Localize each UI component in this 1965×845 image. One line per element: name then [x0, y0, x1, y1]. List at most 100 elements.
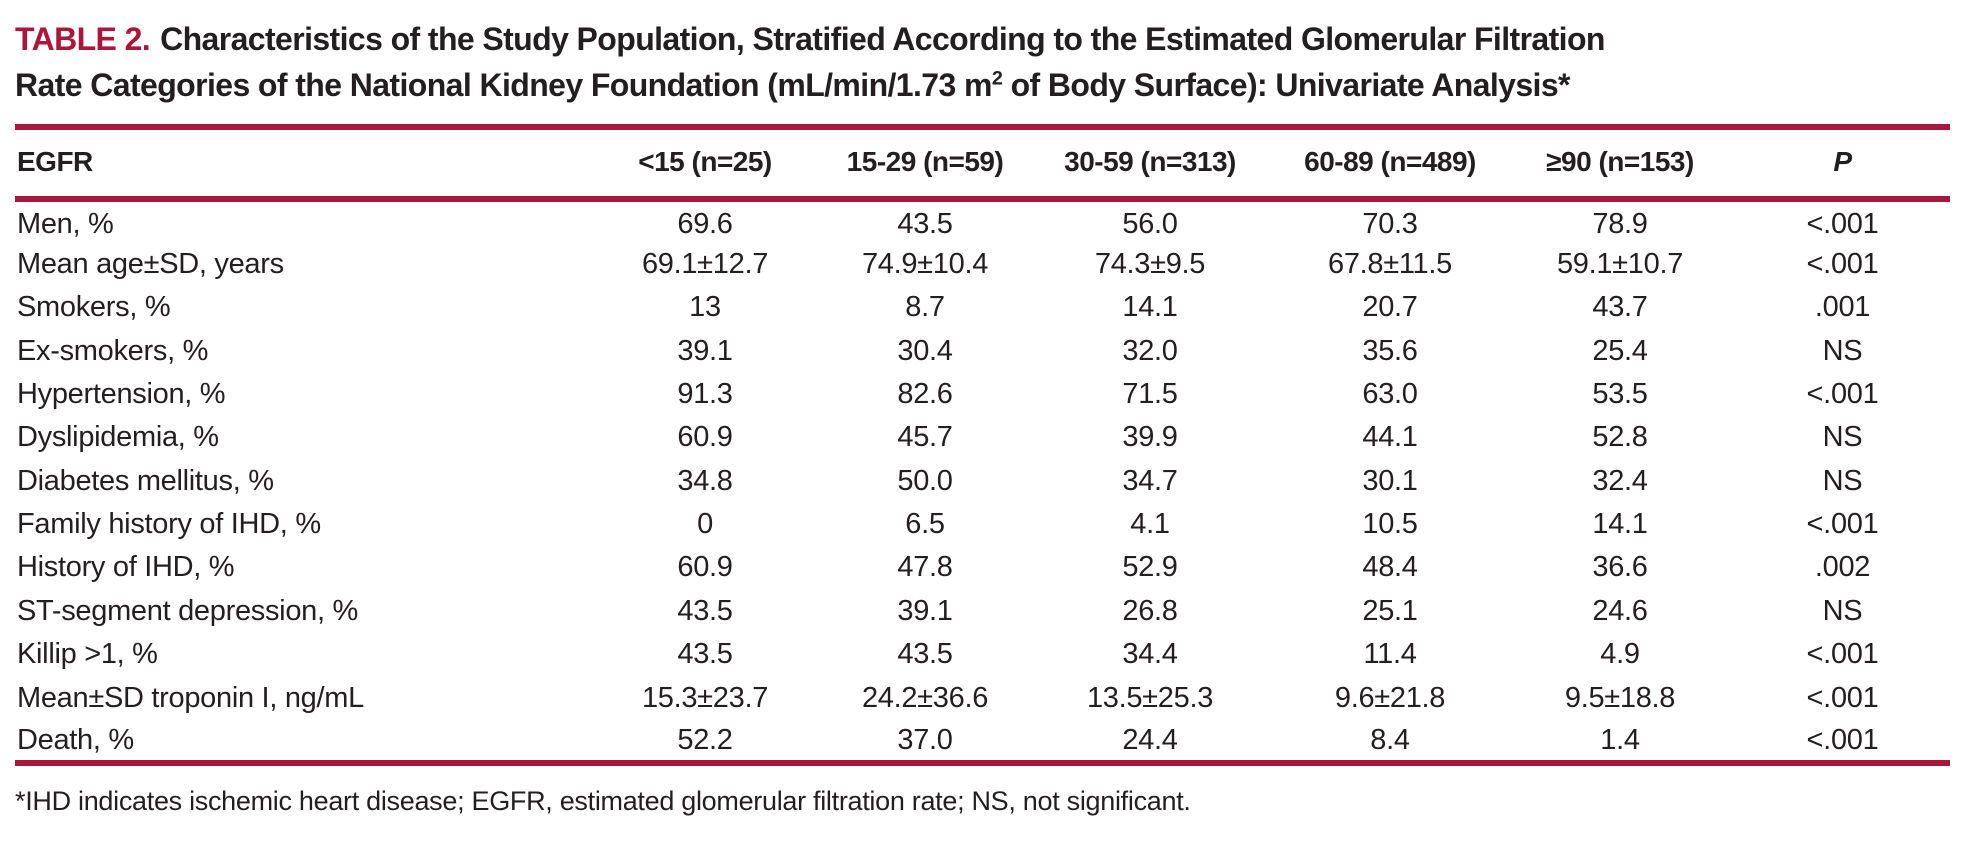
table-row: Mean±SD troponin I, ng/mL 15.3±23.7 24.2±3… — [15, 676, 1950, 719]
table-row: Hypertension, % 91.3 82.6 71.5 63.0 53.5 <.001 — [15, 373, 1950, 416]
table-row: Smokers, % 13 8.7 14.1 20.7 43.7 .001 — [15, 286, 1950, 329]
column-header-ge90: ≥90 (n=153) — [1505, 124, 1735, 203]
table-row: Death, % 52.2 37.0 24.4 8.4 1.4 <.001 — [15, 719, 1950, 767]
cell-value: 52.8 — [1592, 421, 1648, 454]
cell-value: 30.4 — [897, 334, 953, 367]
cell-value: <.001 — [1806, 638, 1879, 671]
table-title: TABLE 2. Characteristics of the Study Pop… — [15, 16, 1950, 108]
cell-value: 52.2 — [585, 719, 825, 767]
table-header: EGFR <15 (n=25) 15-29 (n=59) 30-59 (n=31… — [15, 124, 1950, 203]
cell-value: 69.1±12.7 — [641, 247, 769, 280]
row-label: ST-segment depression, % — [17, 594, 358, 627]
cell-value: .001 — [1814, 291, 1871, 324]
cell-value: 60.9 — [677, 551, 733, 584]
data-table: EGFR <15 (n=25) 15-29 (n=59) 30-59 (n=31… — [15, 124, 1950, 767]
cell-value: 43.5 — [897, 638, 953, 671]
cell-value: 8.4 — [1275, 719, 1505, 767]
cell-value: NS — [1822, 421, 1863, 454]
cell-value: NS — [1822, 464, 1863, 497]
row-label: Hypertension, % — [17, 377, 226, 410]
cell-value: 1.4 — [1505, 719, 1735, 767]
table-row: Ex-smokers, % 39.1 30.4 32.0 35.6 25.4 NS — [15, 329, 1950, 372]
cell-value: 70.3 — [1362, 207, 1418, 240]
cell-value: 34.7 — [1122, 464, 1178, 497]
row-label: Diabetes mellitus, % — [17, 464, 274, 497]
cell-value: 26.8 — [1122, 594, 1178, 627]
cell-value: 74.3±9.5 — [1094, 247, 1206, 280]
cell-value: 4.9 — [1600, 638, 1640, 671]
cell-value: 13 — [689, 291, 721, 324]
cell-value: 14.1 — [1592, 508, 1648, 541]
cell-value: 24.2±36.6 — [861, 681, 989, 714]
cell-value: 71.5 — [1122, 377, 1178, 410]
table-row: Men, % 69.6 43.5 56.0 70.3 78.9 <.001 — [15, 199, 1950, 242]
cell-value: 74.9±10.4 — [861, 247, 989, 280]
cell-value: 63.0 — [1362, 377, 1418, 410]
cell-value: 37.0 — [825, 719, 1025, 767]
row-label: Mean age±SD, years — [17, 247, 284, 280]
cell-value: 35.6 — [1362, 334, 1418, 367]
column-header-p: P — [1735, 124, 1950, 203]
cell-value: 52.9 — [1122, 551, 1178, 584]
cell-value: 39.9 — [1122, 421, 1178, 454]
column-header-30-59: 30-59 (n=313) — [1025, 124, 1275, 203]
cell-value: 48.4 — [1362, 551, 1418, 584]
cell-value: <.001 — [1806, 377, 1879, 410]
table-row: Family history of IHD, % 0 6.5 4.1 10.5 14.1 <… — [15, 503, 1950, 546]
journal-table-figure: TABLE 2. Characteristics of the Study Pop… — [15, 16, 1950, 817]
row-label: Death, % — [15, 719, 585, 767]
cell-value: 43.5 — [677, 594, 733, 627]
column-header-egfr: EGFR — [15, 124, 585, 203]
cell-value: <.001 — [1806, 681, 1879, 714]
cell-value: 67.8±11.5 — [1328, 247, 1452, 280]
cell-value: 60.9 — [677, 421, 733, 454]
cell-value: 25.1 — [1362, 594, 1418, 627]
title-line2-post: of Body Surface): Univariate Analysis* — [1002, 67, 1571, 104]
cell-value: 34.8 — [677, 464, 733, 497]
cell-value: 91.3 — [677, 377, 733, 410]
cell-value: 30.1 — [1362, 464, 1418, 497]
cell-value: 39.1 — [897, 594, 953, 627]
cell-value: 34.4 — [1122, 638, 1178, 671]
cell-value: NS — [1822, 594, 1863, 627]
row-label: Family history of IHD, % — [17, 508, 321, 541]
row-label: Smokers, % — [17, 291, 171, 324]
table-row: Killip >1, % 43.5 43.5 34.4 11.4 4.9 <.001 — [15, 633, 1950, 676]
cell-value: <.001 — [1806, 247, 1879, 280]
title-line2-pre: Rate Categories of the National Kidney F… — [15, 67, 992, 104]
cell-value: 6.5 — [905, 508, 945, 541]
cell-value: 50.0 — [897, 464, 953, 497]
table-row: Diabetes mellitus, % 34.8 50.0 34.7 30.1 32.4… — [15, 460, 1950, 503]
row-label: History of IHD, % — [17, 551, 235, 584]
cell-value: 69.6 — [677, 207, 733, 240]
cell-value: 44.1 — [1362, 421, 1418, 454]
cell-value: 56.0 — [1122, 207, 1178, 240]
header-row: EGFR <15 (n=25) 15-29 (n=59) 30-59 (n=31… — [15, 124, 1950, 203]
cell-value: 13.5±25.3 — [1086, 681, 1214, 714]
cell-value: <.001 — [1806, 508, 1879, 541]
table-row: History of IHD, % 60.9 47.8 52.9 48.4 36.6 .00… — [15, 546, 1950, 589]
table-row: Dyslipidemia, % 60.9 45.7 39.9 44.1 52.8 NS — [15, 416, 1950, 459]
table-row: ST-segment depression, % 43.5 39.1 26.8 25.1… — [15, 590, 1950, 633]
cell-value: 43.5 — [897, 207, 953, 240]
cell-value: 15.3±23.7 — [641, 681, 769, 714]
cell-value: 53.5 — [1592, 377, 1648, 410]
cell-value: 45.7 — [897, 421, 953, 454]
cell-value: 14.1 — [1122, 291, 1178, 324]
cell-value: 24.6 — [1592, 594, 1648, 627]
cell-value: .002 — [1814, 551, 1871, 584]
title-superscript: 2 — [991, 67, 1003, 90]
column-header-15-29: 15-29 (n=59) — [825, 124, 1025, 203]
row-label: Mean±SD troponin I, ng/mL — [17, 681, 364, 714]
table-number: TABLE 2. — [15, 21, 151, 57]
title-line1: Characteristics of the Study Population,… — [160, 21, 1605, 57]
cell-value: 43.7 — [1592, 291, 1648, 324]
cell-value: 4.1 — [1130, 508, 1170, 541]
cell-value: 82.6 — [897, 377, 953, 410]
cell-value: 47.8 — [897, 551, 953, 584]
cell-value: 32.4 — [1592, 464, 1648, 497]
table-footnote: *IHD indicates ischemic heart disease; E… — [15, 786, 1191, 817]
column-header-60-89: 60-89 (n=489) — [1275, 124, 1505, 203]
cell-value: <.001 — [1735, 719, 1950, 767]
cell-value: 9.6±21.8 — [1334, 681, 1446, 714]
